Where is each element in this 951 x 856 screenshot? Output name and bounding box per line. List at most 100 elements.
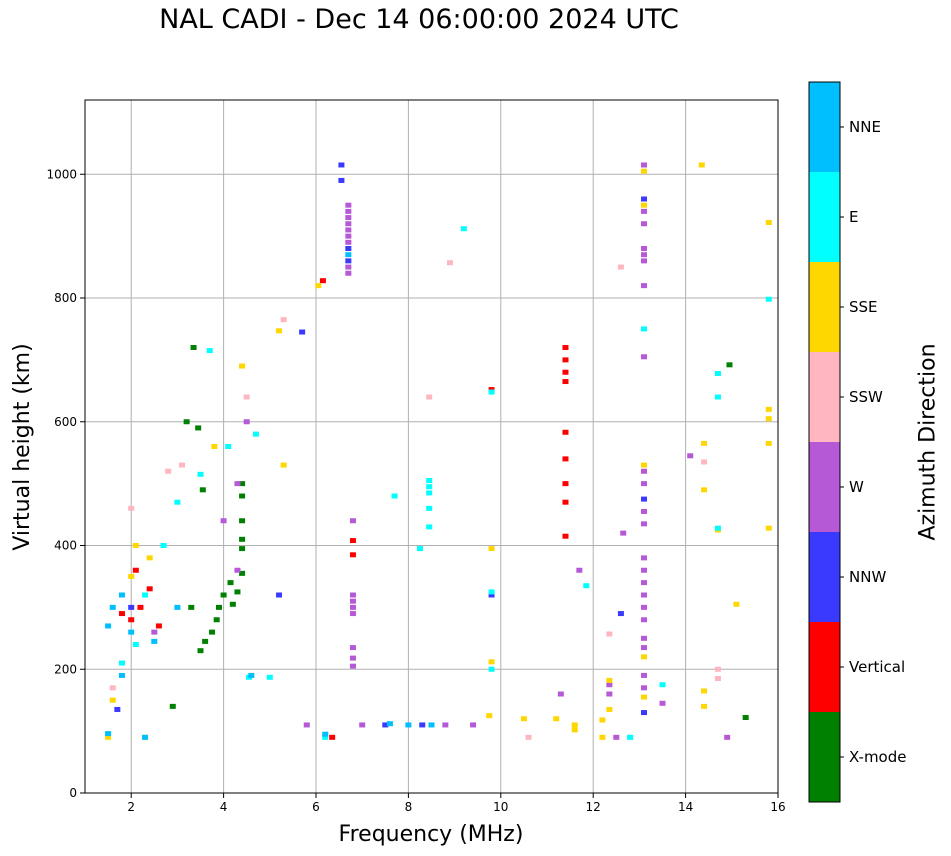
data-point-sse bbox=[599, 717, 606, 723]
data-point-vertical bbox=[128, 617, 135, 623]
data-point-nnw bbox=[617, 611, 624, 617]
data-point-x-mode bbox=[239, 570, 246, 576]
data-point-ssw bbox=[280, 317, 287, 323]
data-point-sse bbox=[701, 688, 708, 694]
data-point-w bbox=[620, 530, 627, 536]
data-point-sse bbox=[701, 703, 708, 709]
data-point-w bbox=[641, 246, 648, 251]
colorbar-segment bbox=[809, 82, 840, 172]
data-point-w bbox=[641, 252, 648, 258]
data-point-ssw bbox=[426, 394, 433, 400]
data-point-vertical bbox=[562, 429, 569, 435]
data-point-e bbox=[391, 493, 398, 499]
data-point-sse bbox=[765, 440, 772, 446]
data-point-nne bbox=[128, 629, 135, 635]
data-point-w bbox=[641, 283, 648, 289]
data-point-w bbox=[641, 481, 648, 487]
data-point-ssw bbox=[446, 260, 453, 266]
data-point-sse bbox=[276, 328, 283, 334]
data-point-vertical bbox=[562, 499, 569, 505]
data-point-w bbox=[234, 567, 241, 573]
data-point-sse bbox=[571, 727, 578, 733]
data-point-sse bbox=[765, 525, 772, 531]
data-point-x-mode bbox=[197, 648, 204, 654]
data-point-w bbox=[641, 685, 648, 691]
data-point-w bbox=[243, 419, 250, 425]
y-tick-label: 400 bbox=[54, 539, 77, 553]
data-point-w bbox=[557, 691, 564, 697]
data-point-sse bbox=[146, 555, 153, 561]
data-point-w bbox=[345, 264, 352, 270]
data-point-sse bbox=[641, 202, 648, 208]
data-point-vertical bbox=[329, 734, 336, 740]
data-point-ssw bbox=[714, 666, 721, 672]
data-point-e bbox=[160, 543, 167, 548]
data-point-w bbox=[641, 221, 648, 227]
colorbar-segment bbox=[809, 172, 840, 262]
x-tick-label: 8 bbox=[405, 800, 413, 814]
data-point-e bbox=[322, 734, 329, 740]
data-point-e bbox=[714, 370, 721, 376]
data-point-e bbox=[659, 682, 666, 688]
data-point-vertical bbox=[562, 369, 569, 375]
data-point-w bbox=[724, 734, 731, 740]
data-point-w bbox=[641, 592, 648, 598]
data-point-sse bbox=[109, 697, 116, 703]
data-point-nne bbox=[174, 604, 181, 610]
x-tick-label: 4 bbox=[220, 800, 228, 814]
data-point-w bbox=[345, 233, 352, 239]
data-point-x-mode bbox=[190, 345, 197, 350]
data-point-e bbox=[583, 583, 590, 589]
data-point-vertical bbox=[319, 278, 326, 284]
data-point-sse bbox=[641, 168, 648, 174]
data-point-sse bbox=[315, 283, 322, 289]
data-point-w bbox=[641, 555, 648, 561]
data-point-x-mode bbox=[220, 592, 227, 598]
data-point-w bbox=[613, 734, 620, 740]
data-point-vertical bbox=[562, 456, 569, 462]
data-point-w bbox=[576, 567, 583, 573]
data-point-w bbox=[641, 354, 648, 360]
data-point-w bbox=[641, 258, 648, 264]
data-point-sse bbox=[599, 734, 606, 740]
data-point-w bbox=[345, 221, 352, 227]
data-point-sse bbox=[606, 706, 613, 712]
data-point-w bbox=[641, 162, 648, 168]
plot-frame bbox=[84, 99, 779, 794]
x-tick-label: 2 bbox=[127, 800, 135, 814]
data-point-e bbox=[460, 226, 467, 232]
colorbar-tick-label: SSE bbox=[849, 298, 878, 316]
data-point-nne bbox=[142, 734, 149, 740]
data-point-x-mode bbox=[169, 703, 176, 709]
data-point-ssw bbox=[128, 505, 135, 511]
data-point-e bbox=[416, 546, 423, 552]
y-tick-label: 600 bbox=[54, 415, 77, 429]
data-point-x-mode bbox=[239, 518, 246, 524]
data-point-nnw bbox=[419, 722, 426, 728]
data-point-w bbox=[687, 453, 694, 459]
data-point-w bbox=[606, 682, 613, 688]
data-point-sse bbox=[701, 440, 708, 446]
data-point-x-mode bbox=[199, 487, 206, 493]
data-point-x-mode bbox=[202, 638, 209, 644]
data-point-x-mode bbox=[183, 419, 190, 425]
data-point-ssw bbox=[606, 631, 613, 637]
data-point-e bbox=[252, 431, 259, 437]
data-point-sse bbox=[765, 416, 772, 422]
colorbar-tick-label: Vertical bbox=[849, 658, 905, 676]
data-point-w bbox=[349, 655, 356, 661]
data-point-e bbox=[174, 499, 181, 505]
data-point-x-mode bbox=[234, 589, 241, 595]
data-point-nnw bbox=[488, 592, 495, 598]
data-point-vertical bbox=[562, 345, 569, 350]
data-point-w bbox=[641, 635, 648, 641]
data-point-nne bbox=[345, 252, 352, 258]
data-point-nnw bbox=[345, 246, 352, 251]
y-tick-label: 1000 bbox=[46, 167, 77, 181]
data-point-e bbox=[627, 734, 634, 740]
y-axis-label: Virtual height (km) bbox=[10, 343, 35, 550]
data-point-nne bbox=[322, 731, 329, 737]
data-point-e bbox=[426, 505, 433, 511]
colorbar-tick-label: NNW bbox=[849, 568, 886, 586]
data-point-nnw bbox=[345, 258, 352, 264]
